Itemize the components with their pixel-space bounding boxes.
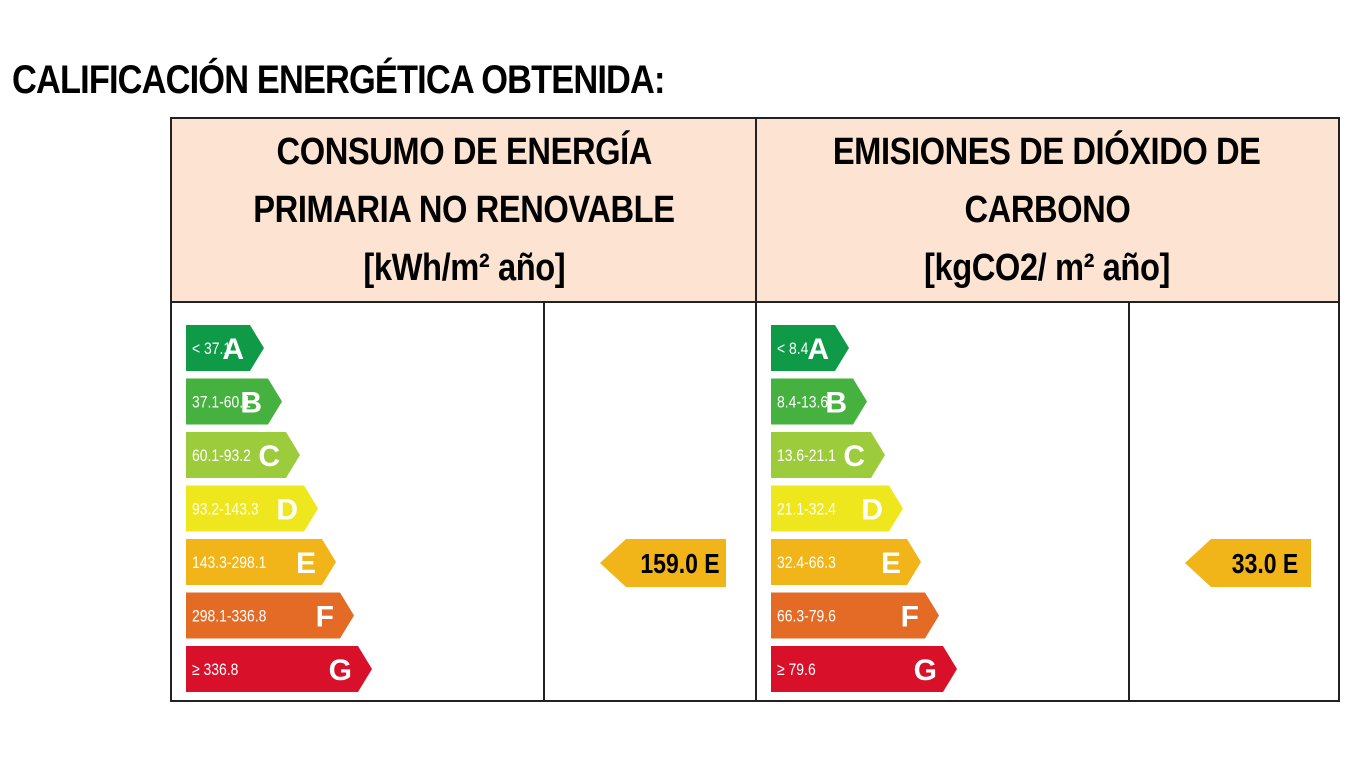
header-line: CARBONO: [964, 189, 1130, 231]
grade-letter: E: [881, 547, 901, 580]
energy-rating-table: CONSUMO DE ENERGÍA PRIMARIA NO RENOVABLE…: [170, 117, 1340, 702]
grade-range-label: 13.6-21.1: [777, 446, 836, 465]
grade-arrow: [771, 485, 903, 532]
grade-bar-b: 37.1-60.1B: [186, 378, 282, 425]
grade-bar-e: 32.4-66.3 E: [771, 539, 921, 585]
energy-grade-scale: < 37.1A 37.1-60.1B 60.1-93.2 C 93.2-143.3 D 14…: [186, 325, 372, 692]
grade-letter: F: [316, 601, 334, 634]
grade-arrow: [771, 539, 921, 585]
grade-range-label: ≥ 79.6: [777, 660, 816, 679]
grade-letter: F: [901, 601, 919, 634]
grade-arrow: [771, 646, 957, 692]
grade-range-label: 93.2-143.3: [192, 500, 259, 519]
grade-letter: C: [258, 440, 280, 473]
grade-range-label: 37.1-60.1: [192, 393, 251, 412]
grade-letter: D: [276, 494, 298, 527]
header-unit: [kgCO2/ m² año]: [924, 247, 1170, 289]
grade-arrow: [771, 592, 939, 639]
grade-range-label: 143.3-298.1: [192, 553, 266, 572]
grade-bar-g: ≥ 336.8 G: [186, 646, 372, 692]
result-arrow: [600, 539, 726, 587]
page-title: CALIFICACIÓN ENERGÉTICA OBTENIDA:: [12, 58, 665, 102]
grade-bar-f: 298.1-336.8 F: [186, 592, 354, 639]
co2-emissions-header: EMISIONES DE DIÓXIDO DE CARBONO [kgCO2/ …: [756, 119, 1338, 303]
header-unit: [kWh/m² año]: [363, 247, 565, 289]
grade-bar-c: 60.1-93.2 C: [186, 432, 300, 478]
grade-range-label: ≥ 336.8: [192, 660, 238, 679]
grade-range-label: < 37.1: [192, 339, 231, 358]
grade-arrow: [186, 539, 336, 585]
column-divider-left: [543, 303, 545, 700]
result-value: 159.0 E: [640, 548, 719, 579]
grade-arrow: [771, 378, 867, 425]
grade-arrow: [186, 325, 264, 371]
grade-arrow: [186, 646, 372, 692]
grade-range-label: < 8.4: [777, 339, 808, 358]
grade-bar-e: 143.3-298.1 E: [186, 539, 336, 585]
grade-letter: D: [861, 494, 883, 527]
grade-arrow: [771, 432, 885, 478]
grade-range-label: 21.1-32.4: [777, 500, 836, 519]
grade-bar-c: 13.6-21.1 C: [771, 432, 885, 478]
grade-bar-d: 93.2-143.3 D: [186, 485, 318, 532]
header-line: CONSUMO DE ENERGÍA: [276, 131, 652, 173]
grade-arrow: [186, 592, 354, 639]
grade-letter: B: [240, 387, 262, 420]
grade-letter: A: [222, 333, 244, 366]
grade-letter: C: [843, 440, 865, 473]
grade-range-label: 32.4-66.3: [777, 553, 836, 572]
header-line: EMISIONES DE DIÓXIDO DE: [833, 131, 1261, 173]
co2-result-indicator: 33.0 E: [1185, 539, 1311, 587]
grade-letter: B: [825, 387, 847, 420]
grade-arrow: [186, 432, 300, 478]
grade-bar-f: 66.3-79.6 F: [771, 592, 939, 639]
grade-letter: G: [329, 654, 352, 687]
grade-bar-b: 8.4-13.6B: [771, 378, 867, 425]
grade-bar-g: ≥ 79.6 G: [771, 646, 957, 692]
grade-bar-d: 21.1-32.4 D: [771, 485, 903, 532]
grade-bar-a: < 37.1A: [186, 325, 264, 371]
grade-range-label: 8.4-13.6: [777, 393, 828, 412]
energy-consumption-header: CONSUMO DE ENERGÍA PRIMARIA NO RENOVABLE…: [172, 119, 756, 303]
grade-range-label: 60.1-93.2: [192, 446, 251, 465]
grade-range-label: 298.1-336.8: [192, 607, 266, 626]
grade-arrow: [186, 378, 282, 425]
header-line: PRIMARIA NO RENOVABLE: [253, 189, 675, 231]
grade-letter: E: [296, 547, 316, 580]
grade-arrow: [186, 485, 318, 532]
grade-letter: A: [807, 333, 829, 366]
result-value: 33.0 E: [1232, 548, 1298, 579]
grade-range-label: 66.3-79.6: [777, 607, 836, 626]
column-divider-right: [1128, 303, 1130, 700]
result-arrow: [1185, 539, 1311, 587]
panel-divider: [755, 119, 757, 700]
energy-result-indicator: 159.0 E: [600, 539, 726, 587]
co2-grade-scale: < 8.4A 8.4-13.6B 13.6-21.1 C 21.1-32.4 D 32.4-…: [771, 325, 957, 692]
grade-arrow: [771, 325, 849, 371]
grade-letter: G: [914, 654, 937, 687]
grade-bar-a: < 8.4A: [771, 325, 849, 371]
